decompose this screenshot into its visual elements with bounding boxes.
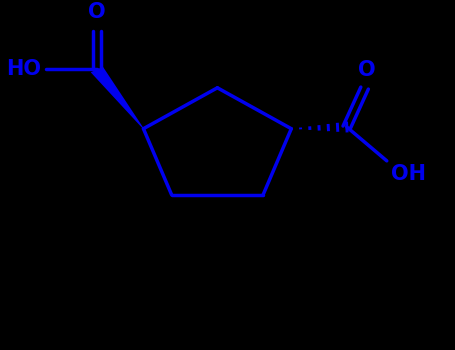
Text: O: O xyxy=(88,2,106,22)
Text: O: O xyxy=(358,60,376,80)
Polygon shape xyxy=(91,67,144,129)
Text: HO: HO xyxy=(6,60,41,79)
Text: OH: OH xyxy=(391,163,426,183)
